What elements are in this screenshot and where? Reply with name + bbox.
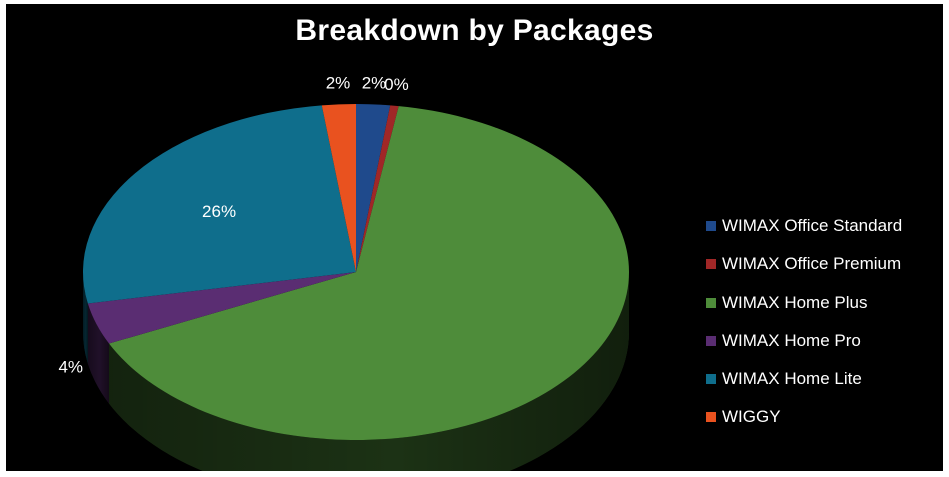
pie-slice-wiggy <box>321 104 356 272</box>
pie-side-shading-wimax-home-lite <box>83 272 88 364</box>
legend-label: WIMAX Home Lite <box>722 369 862 389</box>
legend-swatch <box>706 259 716 270</box>
pie-slice-wimax-home-plus <box>108 106 630 440</box>
pie-sides <box>83 272 629 471</box>
legend-swatch <box>706 412 716 423</box>
pie-side-shading-wimax-home-pro <box>87 303 109 404</box>
pie-slice-wimax-office-standard <box>356 104 391 272</box>
data-label-wimax-home-pro: 4% <box>58 358 83 377</box>
legend-swatch <box>706 335 716 346</box>
data-label-wimax-office-standard: 2% <box>362 73 387 92</box>
pie-data-labels: 2%0%4%26%2% <box>58 73 408 376</box>
legend-label: WIMAX Office Standard <box>722 216 903 235</box>
legend-label: WIMAX Home Pro <box>722 330 861 350</box>
pie-top <box>82 104 630 440</box>
legend-label: WIGGY <box>722 407 781 427</box>
pie-slice-wimax-home-lite <box>82 105 356 304</box>
legend-label: WIMAX Office Premium <box>722 254 902 274</box>
legend-swatch <box>706 297 716 308</box>
legend-swatch <box>706 221 716 231</box>
legend-swatch <box>706 374 716 385</box>
legend-item-wiggy: WIGGY <box>706 407 942 445</box>
pie-slice-wimax-office-premium <box>356 105 399 272</box>
legend-item-wimax-home-plus: WIMAX Home Plus <box>706 293 942 331</box>
legend: WIMAX Office Standard WIMAX Office Premiu… <box>706 216 942 446</box>
legend-item-wimax-home-pro: WIMAX Home Pro <box>706 331 942 369</box>
legend-item-wimax-office-standard: WIMAX Office Standard <box>706 216 942 254</box>
legend-label: WIMAX Home Plus <box>722 292 868 312</box>
chart-title: Breakdown by Packages <box>295 14 654 47</box>
legend-item-wimax-office-premium: WIMAX Office Premium <box>706 254 942 292</box>
data-label-wiggy: 2% <box>326 73 351 92</box>
pie-side-shading-wimax-home-plus <box>108 272 629 471</box>
legend-item-wimax-home-lite: WIMAX Home Lite <box>706 369 942 407</box>
chart-area: 2% 0% 4% 26% 2% Breakdown by Packages WIMAX … <box>6 4 943 471</box>
data-label-wimax-office-premium: 0% <box>384 75 409 94</box>
pie-chart-svg: 2%0%4%26%2% <box>58 73 630 471</box>
pie-slice-wimax-home-pro <box>87 272 357 344</box>
data-label-wimax-home-lite: 26% <box>202 202 236 221</box>
